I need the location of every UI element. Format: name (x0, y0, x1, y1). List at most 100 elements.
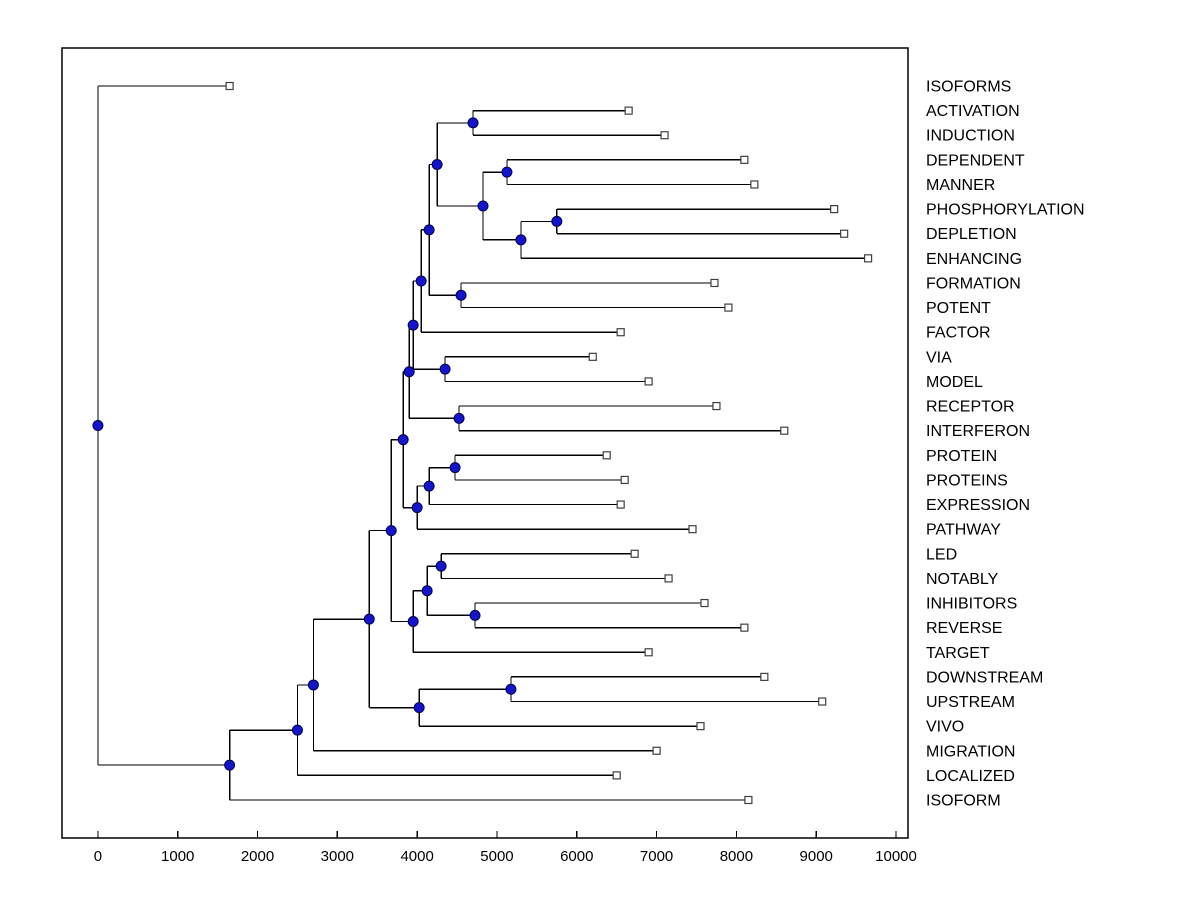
branch-node-marker (467, 117, 479, 129)
x-axis: 0 1000 2000 3000 4000 5000 6000 7000 8000 9000 100… (94, 831, 917, 865)
x-tick-label: 7000 (640, 848, 673, 865)
leaf-marker (712, 401, 721, 411)
leaf-marker (760, 672, 769, 681)
leaf-label: EXPRESSION (926, 497, 1030, 514)
branch-node-marker (407, 616, 419, 627)
leaf-label: PROTEINS (926, 472, 1008, 489)
branch-node-marker (423, 480, 435, 492)
leaf-label: UPSTREAM (926, 694, 1015, 711)
leaf-marker (616, 500, 625, 509)
leaf-marker (225, 81, 234, 91)
leaf-label: LED (926, 546, 957, 563)
branch-node-marker (431, 158, 443, 170)
leaf-label: LOCALIZED (926, 768, 1015, 785)
branch-node-marker (385, 525, 397, 537)
leaf-marker (780, 426, 789, 435)
x-tick-label: 8000 (720, 848, 753, 865)
leaf-label: FORMATION (926, 275, 1021, 292)
branch-node-marker (413, 702, 425, 714)
leaf-marker (612, 771, 621, 780)
branch-node-marker (469, 609, 481, 621)
leaf-marker (616, 328, 625, 337)
leaf-label: REVERSE (926, 620, 1002, 637)
leaf-label: PHOSPHORYLATION (926, 202, 1085, 219)
branch-node-marker (515, 234, 527, 246)
leaf-label: INTERFERON (926, 423, 1030, 440)
leaf-marker (710, 278, 719, 288)
x-tick-label: 2000 (241, 848, 274, 865)
branch-node-marker (455, 289, 467, 301)
leaf-labels: ISOFORMS ACTIVATION INDUCTION DEPENDENT MANN… (926, 79, 1085, 810)
leaf-label: FACTOR (926, 325, 991, 342)
branch-node-marker (477, 200, 489, 212)
leaf-marker (624, 106, 633, 115)
branch-node-marker (423, 224, 435, 236)
leaf-label: INHIBITORS (926, 596, 1017, 613)
branch-node-marker (291, 724, 303, 736)
leaf-marker (660, 131, 669, 140)
branch-node-marker (439, 363, 451, 375)
leaf-marker (664, 574, 673, 583)
branch-node-marker (501, 166, 513, 178)
leaf-label: ACTIVATION (926, 103, 1020, 120)
tree-markers (92, 81, 873, 805)
leaf-marker (818, 697, 827, 706)
leaf-label: DOWNSTREAM (926, 669, 1043, 686)
x-tick-label: 6000 (560, 848, 593, 865)
branch-node-marker (407, 319, 419, 331)
leaf-marker (588, 352, 597, 361)
leaf-label: MIGRATION (926, 743, 1015, 760)
leaf-label: DEPLETION (926, 226, 1017, 243)
branch-node-marker (363, 613, 375, 625)
leaf-marker (630, 549, 639, 558)
branch-node-marker (551, 215, 563, 227)
leaf-marker (840, 229, 849, 238)
x-tick-label: 4000 (400, 848, 433, 865)
leaf-marker (688, 525, 697, 534)
leaf-marker (700, 598, 709, 608)
leaf-label: VIVO (926, 719, 964, 736)
leaf-marker (740, 623, 749, 632)
leaf-label: INDUCTION (926, 128, 1015, 145)
x-tick-label: 1000 (161, 848, 194, 865)
plot-box (61, 47, 909, 839)
x-tick-label: 0 (94, 848, 102, 865)
leaf-label: POTENT (926, 300, 991, 317)
x-tick-label: 9000 (800, 848, 833, 865)
leaf-label: TARGET (926, 645, 990, 662)
branch-node-marker (449, 462, 461, 474)
leaf-label: PROTEIN (926, 448, 997, 465)
branch-node-marker (505, 683, 517, 695)
leaf-marker (696, 722, 705, 731)
leaf-label: MODEL (926, 374, 983, 391)
leaf-label: NOTABLY (926, 571, 999, 588)
branch-node-marker (421, 585, 433, 597)
branch-node-marker (397, 434, 409, 446)
leaf-marker (744, 795, 753, 805)
leaf-label: MANNER (926, 177, 995, 194)
x-tick-label: 3000 (321, 848, 354, 865)
leaf-label: ENHANCING (926, 251, 1022, 268)
branch-node-marker (224, 759, 236, 771)
leaf-marker (750, 180, 759, 189)
branch-node-marker (92, 420, 104, 432)
branch-node-marker (403, 366, 415, 378)
leaf-marker (724, 303, 733, 312)
leaf-label: VIA (926, 349, 952, 366)
leaf-marker (830, 205, 839, 214)
tree-branches (97, 85, 869, 801)
leaf-marker (740, 155, 749, 164)
leaf-label: PATHWAY (926, 522, 1001, 539)
x-tick-label: 10000 (875, 848, 917, 865)
leaf-label: ISOFORMS (926, 79, 1011, 96)
branch-node-marker (435, 560, 447, 572)
branch-node-marker (307, 679, 319, 691)
x-tick-label: 5000 (480, 848, 513, 865)
leaf-label: ISOFORM (926, 793, 1001, 810)
branch-node-marker (411, 502, 423, 514)
leaf-marker (620, 475, 629, 485)
leaf-marker (644, 648, 653, 657)
branch-node-marker (453, 412, 465, 424)
